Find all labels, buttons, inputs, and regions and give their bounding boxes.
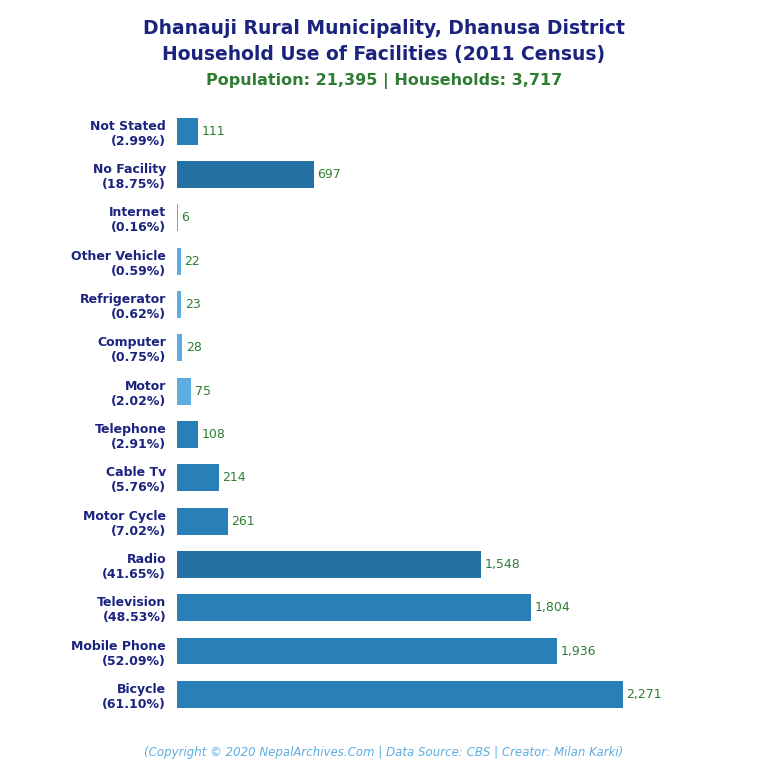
Text: (Copyright © 2020 NepalArchives.Com | Data Source: CBS | Creator: Milan Karki): (Copyright © 2020 NepalArchives.Com | Da… [144, 746, 624, 759]
Bar [177, 334, 182, 361]
Bar [177, 465, 219, 492]
Bar [177, 681, 623, 708]
Bar [177, 161, 313, 188]
Bar [177, 594, 531, 621]
Text: 1,936: 1,936 [561, 644, 596, 657]
Bar [177, 248, 181, 275]
Text: 2,271: 2,271 [627, 688, 662, 701]
Text: 22: 22 [184, 255, 200, 268]
Text: Dhanauji Rural Municipality, Dhanusa District: Dhanauji Rural Municipality, Dhanusa Dis… [143, 19, 625, 38]
Bar [177, 378, 191, 405]
Text: 111: 111 [202, 124, 226, 137]
Text: Household Use of Facilities (2011 Census): Household Use of Facilities (2011 Census… [163, 45, 605, 64]
Text: 23: 23 [184, 298, 200, 311]
Text: 108: 108 [201, 428, 225, 441]
Text: 261: 261 [231, 515, 255, 528]
Text: 6: 6 [181, 211, 189, 224]
Bar [177, 204, 178, 231]
Bar [177, 508, 228, 535]
Text: 697: 697 [317, 168, 341, 181]
Bar [177, 637, 557, 664]
Text: 28: 28 [186, 341, 201, 354]
Text: 214: 214 [222, 472, 246, 485]
Text: Population: 21,395 | Households: 3,717: Population: 21,395 | Households: 3,717 [206, 73, 562, 89]
Text: 1,804: 1,804 [535, 601, 571, 614]
Bar [177, 551, 481, 578]
Bar [177, 291, 181, 318]
Bar [177, 118, 198, 144]
Bar [177, 421, 198, 448]
Text: 75: 75 [195, 385, 211, 398]
Text: 1,548: 1,548 [485, 558, 520, 571]
